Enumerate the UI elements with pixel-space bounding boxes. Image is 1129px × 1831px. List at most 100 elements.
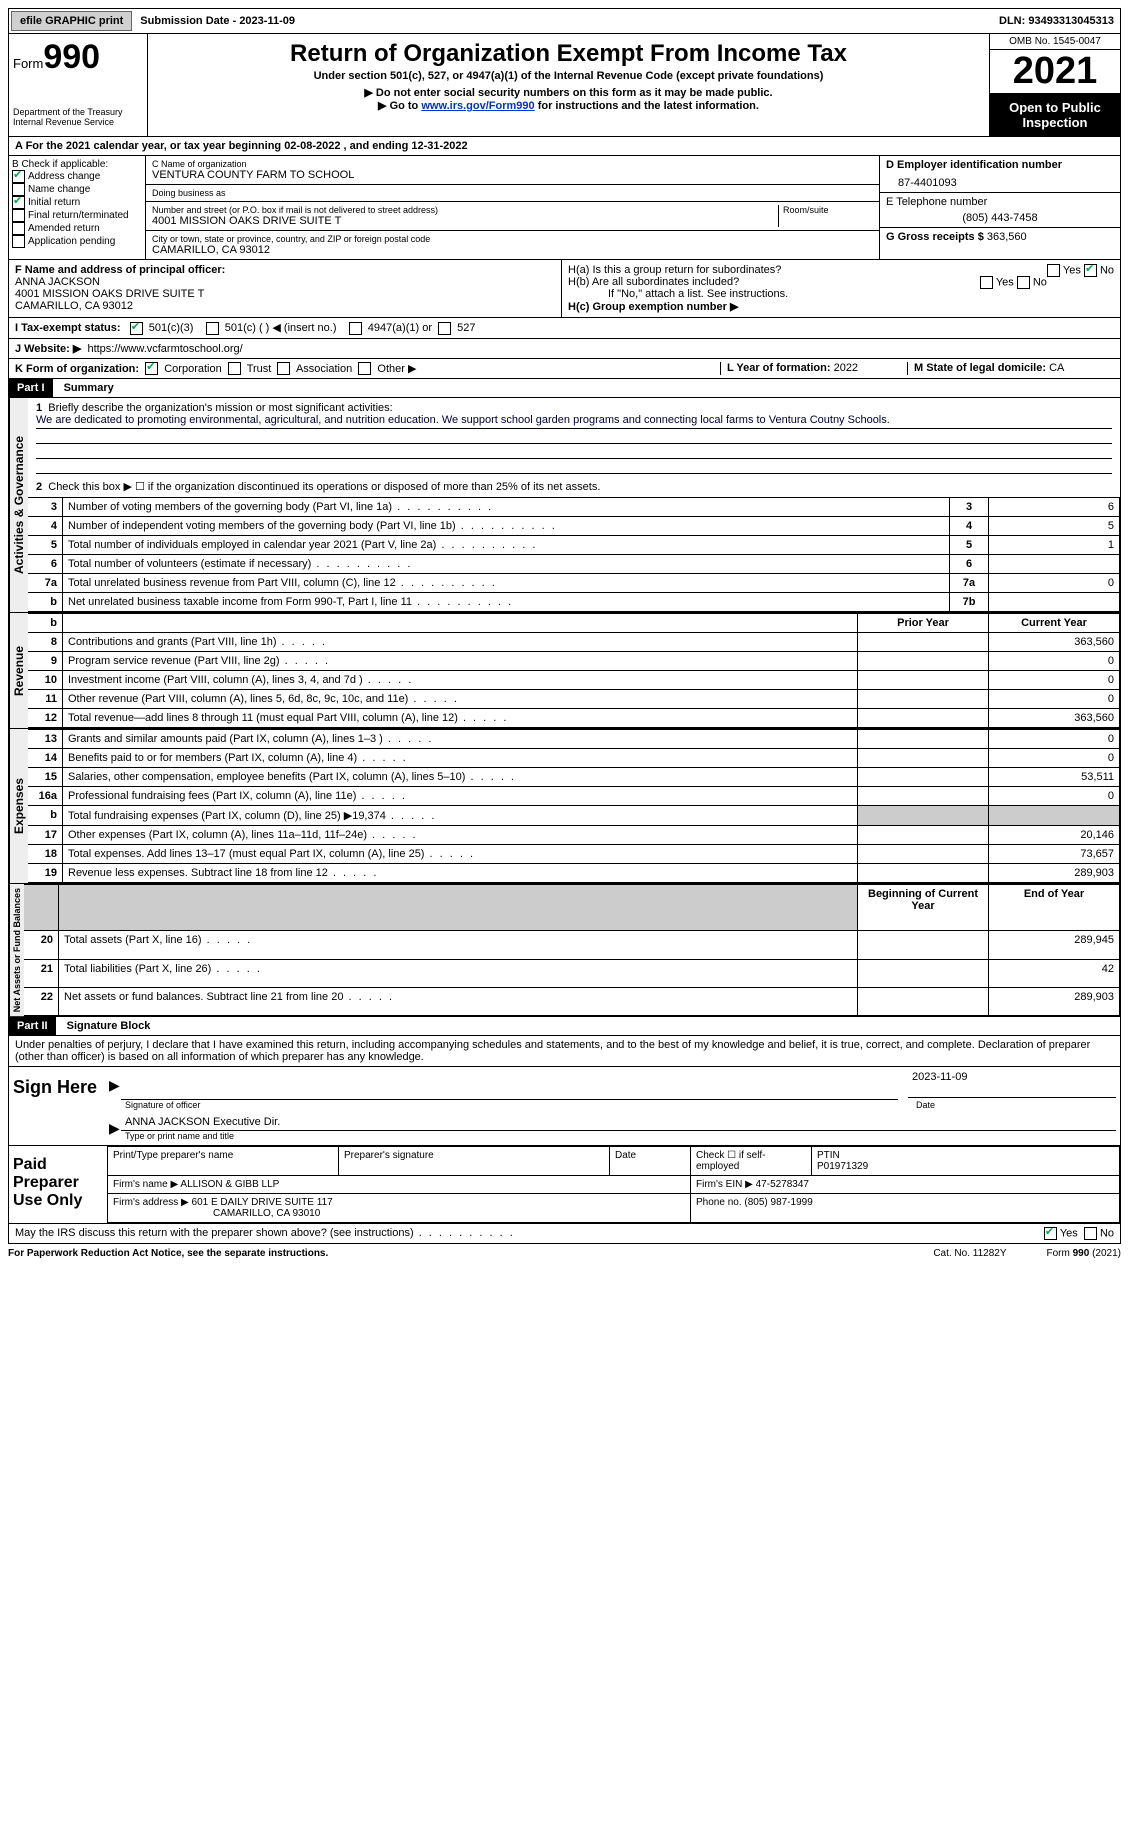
footer-left: For Paperwork Reduction Act Notice, see … — [8, 1248, 328, 1259]
b-label: B Check if applicable: — [12, 159, 142, 170]
penalty-text: Under penalties of perjury, I declare th… — [8, 1036, 1121, 1067]
table-row: bTotal fundraising expenses (Part IX, co… — [28, 806, 1120, 826]
ptin-label: PTIN — [817, 1150, 840, 1161]
prep-sig-label: Preparer's signature — [344, 1150, 434, 1161]
sig-name-label: Type or print name and title — [111, 1131, 1116, 1141]
firm-phone: (805) 987-1999 — [744, 1197, 812, 1208]
hb-no-checkbox[interactable] — [1017, 276, 1030, 289]
net-assets-table: Beginning of Current YearEnd of Year20To… — [24, 884, 1120, 1016]
i-4947-checkbox[interactable] — [349, 322, 362, 335]
form-subtitle: Under section 501(c), 527, or 4947(a)(1)… — [152, 70, 985, 82]
irs-link[interactable]: www.irs.gov/Form990 — [421, 100, 534, 112]
table-row: 22Net assets or fund balances. Subtract … — [24, 988, 1120, 1016]
table-row: 3Number of voting members of the governi… — [28, 498, 1120, 517]
table-row: 4Number of independent voting members of… — [28, 517, 1120, 536]
discuss-row: May the IRS discuss this return with the… — [8, 1224, 1121, 1244]
hb-note: If "No," attach a list. See instructions… — [568, 288, 1114, 300]
prep-date-label: Date — [615, 1150, 636, 1161]
dba-label: Doing business as — [152, 188, 873, 198]
section-bcdeg: B Check if applicable: Address changeNam… — [8, 156, 1121, 260]
officer-city: CAMARILLO, CA 93012 — [15, 300, 555, 312]
tab-activities: Activities & Governance — [9, 398, 28, 612]
page-footer: For Paperwork Reduction Act Notice, see … — [8, 1244, 1121, 1263]
i-501c3-checkbox[interactable] — [130, 322, 143, 335]
part2-title: Signature Block — [59, 1017, 159, 1035]
ha-no-checkbox[interactable] — [1084, 264, 1097, 277]
table-row: 12Total revenue—add lines 8 through 11 (… — [28, 709, 1120, 728]
i-527-checkbox[interactable] — [438, 322, 451, 335]
ein-value: 87-4401093 — [886, 171, 1114, 189]
efile-print-button[interactable]: efile GRAPHIC print — [11, 11, 132, 31]
tab-net: Net Assets or Fund Balances — [9, 884, 24, 1016]
table-row: 8Contributions and grants (Part VIII, li… — [28, 633, 1120, 652]
d-label: D Employer identification number — [886, 159, 1114, 171]
table-row: 15Salaries, other compensation, employee… — [28, 768, 1120, 787]
table-row: 11Other revenue (Part VIII, column (A), … — [28, 690, 1120, 709]
firm-name-label: Firm's name ▶ — [113, 1179, 178, 1190]
table-row: 9Program service revenue (Part VIII, lin… — [28, 652, 1120, 671]
table-header: Beginning of Current YearEnd of Year — [24, 885, 1120, 931]
hb-yes-checkbox[interactable] — [980, 276, 993, 289]
line-i: I Tax-exempt status: 501(c)(3) 501(c) ( … — [8, 318, 1121, 339]
e-label: E Telephone number — [886, 196, 1114, 208]
table-row: 21Total liabilities (Part X, line 26)42 — [24, 959, 1120, 987]
preparer-table: Print/Type preparer's name Preparer's si… — [107, 1146, 1120, 1223]
org-name: VENTURA COUNTY FARM TO SCHOOL — [152, 169, 873, 181]
k-assoc-checkbox[interactable] — [277, 362, 290, 375]
table-row: 6Total number of volunteers (estimate if… — [28, 555, 1120, 574]
prep-self-label: Check ☐ if self-employed — [696, 1150, 766, 1172]
revenue-table: bPrior YearCurrent Year8Contributions an… — [28, 613, 1120, 728]
line-j: J Website: ▶ https://www.vcfarmtoschool.… — [8, 339, 1121, 359]
city-label: City or town, state or province, country… — [152, 234, 873, 244]
tab-revenue: Revenue — [9, 613, 28, 728]
discuss-yes-checkbox[interactable] — [1044, 1227, 1057, 1240]
k-other-checkbox[interactable] — [358, 362, 371, 375]
k-corp-checkbox[interactable] — [145, 362, 158, 375]
year-formation: 2022 — [834, 362, 858, 374]
table-row: 18Total expenses. Add lines 13–17 (must … — [28, 845, 1120, 864]
table-row: 10Investment income (Part VIII, column (… — [28, 671, 1120, 690]
discuss-no-checkbox[interactable] — [1084, 1227, 1097, 1240]
part2-header: Part II — [9, 1017, 56, 1035]
tab-expenses: Expenses — [9, 729, 28, 883]
state-domicile: CA — [1049, 362, 1064, 374]
form-number: Form990 — [13, 38, 143, 77]
table-row: 14Benefits paid to or for members (Part … — [28, 749, 1120, 768]
ha-yes-checkbox[interactable] — [1047, 264, 1060, 277]
table-row: 7aTotal unrelated business revenue from … — [28, 574, 1120, 593]
firm-city: CAMARILLO, CA 93010 — [113, 1208, 320, 1219]
sign-here-label: Sign Here — [9, 1067, 107, 1145]
l2-text: Check this box ▶ ☐ if the organization d… — [48, 481, 600, 493]
activities-table: 3Number of voting members of the governi… — [28, 497, 1120, 612]
table-row: 13Grants and similar amounts paid (Part … — [28, 730, 1120, 749]
gross-receipts: 363,560 — [987, 231, 1027, 243]
top-bar: efile GRAPHIC print Submission Date - 20… — [8, 8, 1121, 34]
hc-row: H(c) Group exemption number ▶ — [568, 300, 1114, 313]
table-row: 16aProfessional fundraising fees (Part I… — [28, 787, 1120, 806]
b-check-2[interactable]: Initial return — [12, 196, 142, 209]
firm-addr-label: Firm's address ▶ — [113, 1197, 189, 1208]
firm-name: ALLISON & GIBB LLP — [180, 1179, 279, 1190]
table-row: 20Total assets (Part X, line 16)289,945 — [24, 931, 1120, 959]
form-header: Form990 Department of the Treasury Inter… — [8, 34, 1121, 137]
k-trust-checkbox[interactable] — [228, 362, 241, 375]
b-check-4[interactable]: Amended return — [12, 222, 142, 235]
officer-name: ANNA JACKSON — [15, 276, 555, 288]
table-row: bNet unrelated business taxable income f… — [28, 593, 1120, 612]
b-check-3[interactable]: Final return/terminated — [12, 209, 142, 222]
l1-label: Briefly describe the organization's miss… — [48, 402, 392, 414]
note-ssn: ▶ Do not enter social security numbers o… — [152, 86, 985, 99]
b-check-0[interactable]: Address change — [12, 170, 142, 183]
firm-ein-label: Firm's EIN ▶ — [696, 1179, 753, 1190]
table-row: 17Other expenses (Part IX, column (A), l… — [28, 826, 1120, 845]
col-b: B Check if applicable: Address changeNam… — [9, 156, 146, 259]
street-value: 4001 MISSION OAKS DRIVE SUITE T — [152, 215, 774, 227]
part1-title: Summary — [56, 379, 122, 397]
i-501c-checkbox[interactable] — [206, 322, 219, 335]
room-label: Room/suite — [783, 205, 873, 215]
note-link: ▶ Go to www.irs.gov/Form990 for instruct… — [152, 99, 985, 112]
tax-year: 2021 — [990, 50, 1120, 94]
b-check-1[interactable]: Name change — [12, 183, 142, 196]
b-check-5[interactable]: Application pending — [12, 235, 142, 248]
phone-value: (805) 443-7458 — [886, 208, 1114, 224]
